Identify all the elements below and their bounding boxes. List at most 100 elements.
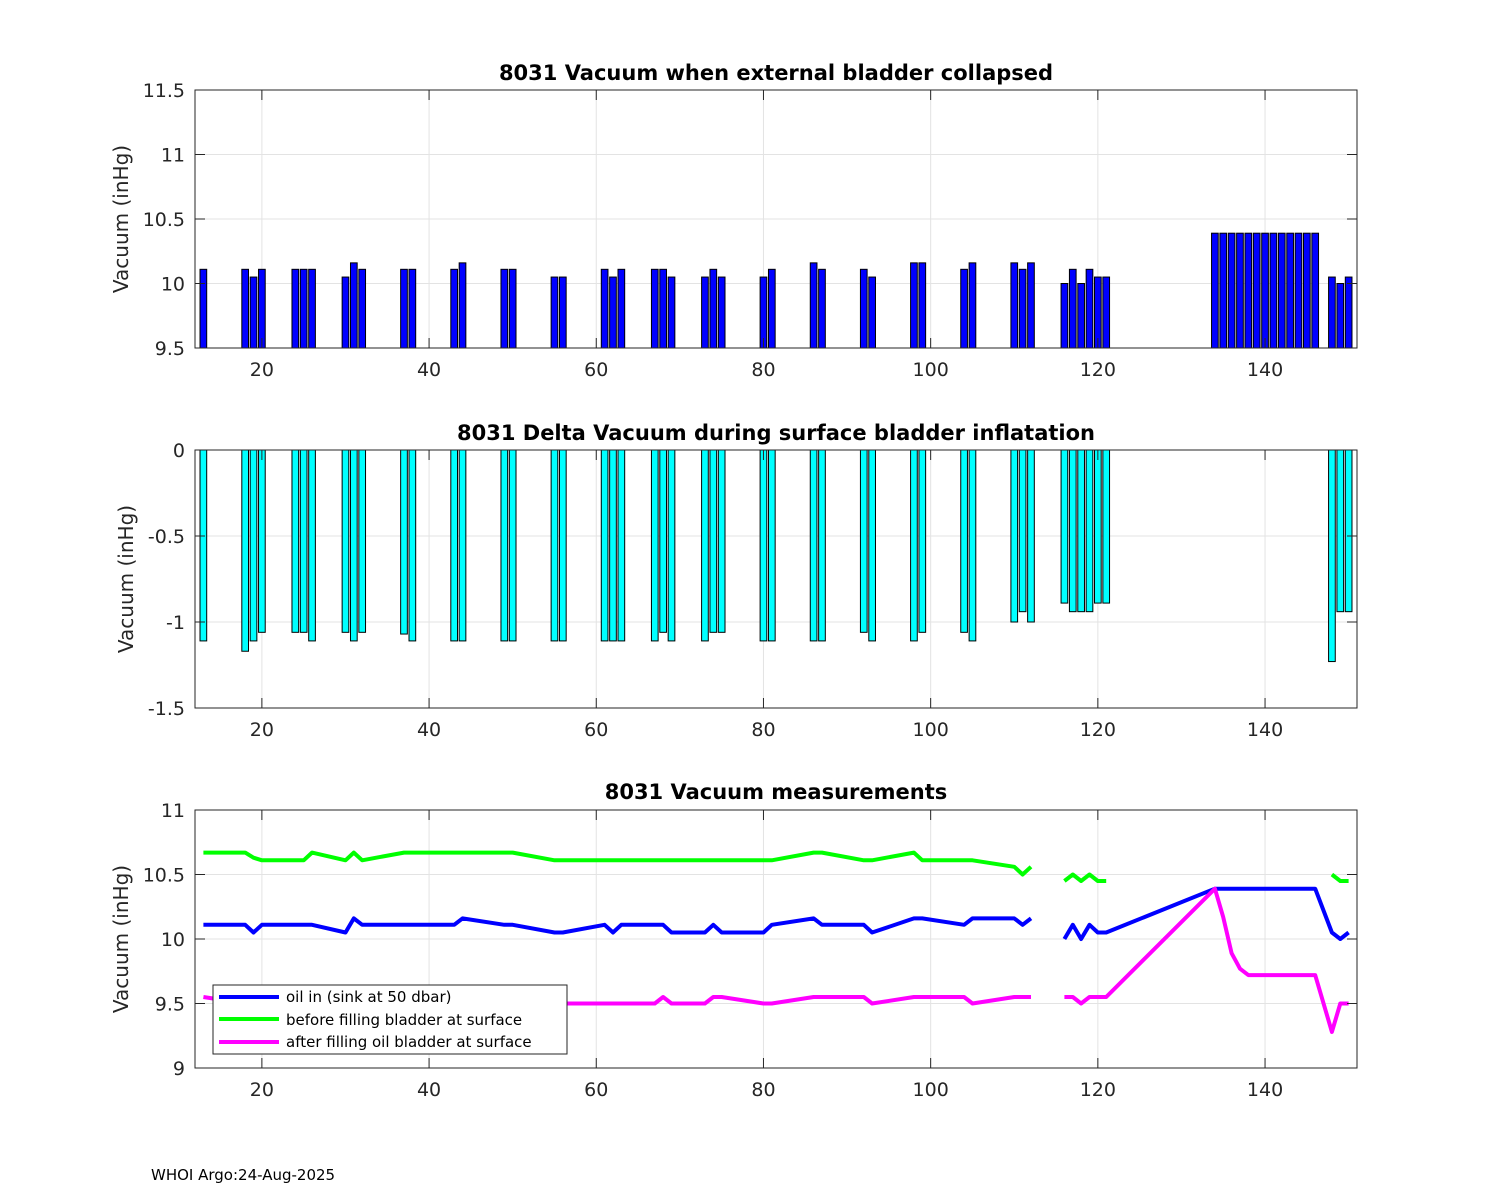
bar: [650, 449, 659, 642]
bar: [1328, 276, 1336, 349]
x-tick-label: 100: [913, 359, 949, 381]
x-tick-label: 20: [250, 359, 274, 381]
bar: [701, 449, 709, 642]
bar: [910, 449, 918, 642]
bar: [1018, 449, 1027, 613]
x-tick-label: 80: [751, 719, 775, 741]
series-line-0: [203, 886, 1350, 941]
bar: [308, 268, 316, 349]
bar: [717, 449, 726, 633]
bar: [558, 276, 567, 349]
bar: [759, 276, 768, 349]
bar: [500, 449, 509, 642]
bar: [349, 449, 358, 642]
x-tick-label: 120: [1080, 1079, 1116, 1101]
bar: [1211, 232, 1219, 349]
bar: [1010, 449, 1019, 623]
y-tick-label: -0.5: [148, 526, 185, 548]
x-tick-label: 140: [1247, 359, 1283, 381]
y-tick-label: 10.5: [143, 865, 185, 887]
bar: [859, 449, 868, 633]
y-tick-label: 10: [161, 929, 185, 951]
bar: [1077, 449, 1085, 613]
y-tick-label: 11: [161, 800, 185, 822]
bar: [1010, 262, 1019, 349]
bar: [1094, 449, 1102, 604]
bar: [1077, 283, 1085, 349]
bar: [968, 449, 977, 642]
bar: [818, 268, 826, 349]
bar: [600, 449, 609, 642]
y-tick-label: -1.5: [148, 698, 185, 720]
bar: [809, 449, 818, 642]
bar: [809, 262, 818, 349]
bar: [408, 449, 417, 642]
x-tick-label: 100: [913, 719, 949, 741]
bar: [458, 449, 467, 642]
bar: [659, 449, 667, 633]
y-axis-label: Vacuum (inHg): [109, 865, 133, 1013]
bar: [1252, 232, 1261, 349]
bar: [308, 449, 316, 642]
bar: [258, 268, 266, 349]
chart-title: 8031 Vacuum measurements: [605, 780, 948, 804]
bar: [1102, 276, 1111, 349]
bar: [960, 268, 968, 349]
bar: [341, 449, 350, 633]
bar: [1344, 276, 1353, 349]
bar: [968, 262, 977, 349]
x-tick-label: 120: [1080, 359, 1116, 381]
bar: [1286, 232, 1294, 349]
bar: [241, 449, 250, 652]
chart-title: 8031 Vacuum when external bladder collap…: [499, 61, 1053, 85]
bar: [299, 449, 308, 633]
chart-title: 8031 Delta Vacuum during surface bladder…: [457, 421, 1095, 445]
bar: [358, 449, 367, 633]
bar: [400, 449, 408, 635]
bar: [1227, 232, 1236, 349]
bar: [1244, 232, 1253, 349]
bar: [1102, 449, 1111, 604]
bar: [1027, 262, 1035, 349]
bar: [659, 268, 667, 349]
y-tick-label: 9.5: [155, 338, 185, 360]
bar: [918, 449, 927, 633]
bar: [199, 449, 208, 642]
bar: [1261, 232, 1269, 349]
y-axis-label: Vacuum (inHg): [109, 145, 133, 293]
bar: [1060, 283, 1069, 349]
y-tick-label: 11.5: [143, 80, 185, 102]
x-tick-label: 20: [250, 1079, 274, 1101]
bar: [1085, 268, 1094, 349]
x-tick-label: 140: [1247, 719, 1283, 741]
x-tick-label: 60: [584, 1079, 608, 1101]
bar: [717, 276, 726, 349]
bar: [910, 262, 918, 349]
bar: [1344, 449, 1353, 613]
y-tick-label: 9.5: [155, 994, 185, 1016]
bar: [709, 449, 718, 633]
x-tick-label: 80: [751, 1079, 775, 1101]
bar: [450, 268, 458, 349]
bar: [1236, 232, 1244, 349]
bar: [341, 276, 350, 349]
y-tick-label: 0: [173, 440, 185, 462]
bar: [550, 449, 559, 642]
bar: [701, 276, 709, 349]
y-tick-label: 10.5: [143, 209, 185, 231]
x-tick-label: 40: [417, 719, 441, 741]
bar: [650, 268, 659, 349]
y-tick-label: 11: [161, 145, 185, 167]
x-tick-label: 20: [250, 719, 274, 741]
bar: [918, 262, 927, 349]
bar: [249, 276, 258, 349]
bar: [1269, 232, 1278, 349]
bar: [500, 268, 509, 349]
legend-label-oil-in: oil in (sink at 50 dbar): [286, 988, 451, 1006]
bar: [400, 268, 408, 349]
bar: [1311, 232, 1320, 349]
bar: [609, 276, 617, 349]
bar: [767, 268, 776, 349]
bar: [1094, 276, 1102, 349]
